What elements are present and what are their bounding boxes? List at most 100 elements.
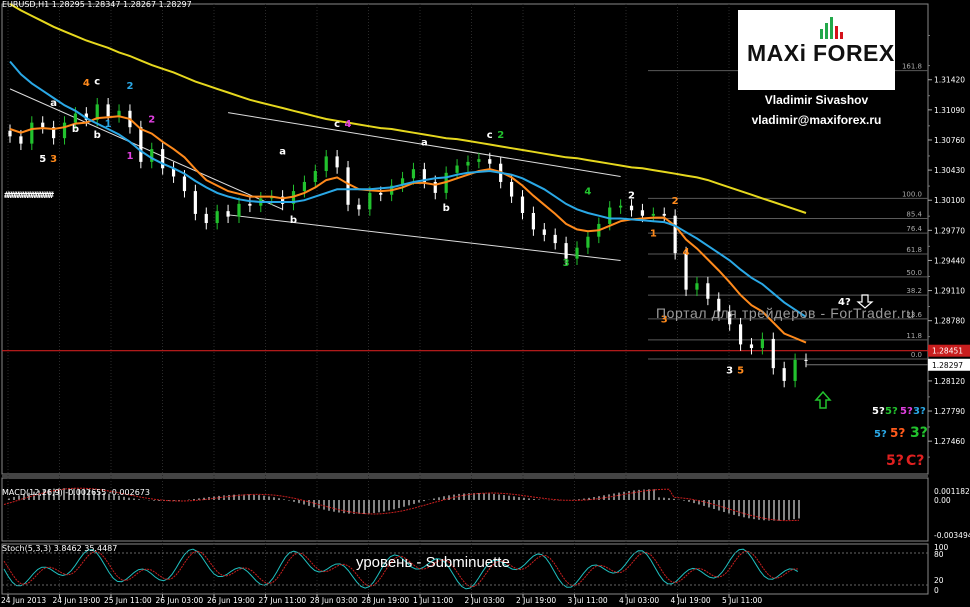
channel-line-upper-2 bbox=[228, 112, 621, 177]
x-tick-label: 25 Jun 11:00 bbox=[104, 596, 152, 605]
y-tick-label: 1.30430 bbox=[934, 166, 965, 175]
candle-body bbox=[335, 156, 339, 168]
y-tick-label: 1.30100 bbox=[934, 196, 965, 205]
wave-label: a bbox=[50, 98, 57, 109]
candle-body bbox=[411, 169, 416, 179]
candle-body bbox=[738, 324, 743, 345]
y-tick-label: 1.31420 bbox=[934, 76, 965, 85]
x-tick-label: 24 Jun 2013 bbox=[1, 596, 46, 605]
candle-body bbox=[400, 178, 405, 186]
candle-body bbox=[531, 212, 535, 230]
candle-body bbox=[695, 283, 699, 290]
down-arrow-icon bbox=[856, 294, 874, 309]
forecast-label: 5? bbox=[885, 406, 898, 417]
x-tick-label: 28 Jun 19:00 bbox=[362, 596, 410, 605]
candle-body bbox=[662, 213, 666, 216]
wave-label: 5 bbox=[39, 154, 46, 165]
macd-axis-bottom: -0.003494 bbox=[934, 531, 970, 540]
wave-label: 4 bbox=[83, 78, 90, 89]
candle-body bbox=[357, 204, 361, 210]
wave-label: c bbox=[334, 119, 340, 130]
y-tick-label: 1.31090 bbox=[934, 106, 965, 115]
x-tick-label: 26 Jun 19:00 bbox=[207, 596, 255, 605]
candle-body bbox=[95, 104, 99, 120]
y-tick-label: 1.27460 bbox=[934, 437, 965, 446]
x-tick-label: 4 Jul 03:00 bbox=[619, 596, 659, 605]
y-tick-label: 1.29770 bbox=[934, 226, 965, 235]
up-arrow-icon bbox=[814, 390, 832, 409]
forecast-label: 4? bbox=[838, 297, 851, 308]
candle-body bbox=[30, 122, 34, 144]
candle-body bbox=[684, 253, 688, 290]
candle-body bbox=[542, 229, 546, 235]
watermark: Портал для трейдеров - ForTrader.ru bbox=[656, 305, 915, 321]
macd-signal-line bbox=[3, 487, 800, 522]
candle-body bbox=[564, 243, 568, 259]
forecast-label: 5? bbox=[872, 406, 885, 417]
candle-body bbox=[8, 130, 12, 137]
brand-forex: FOREX bbox=[813, 40, 895, 66]
wave-label: 2 bbox=[148, 115, 155, 126]
candle-body bbox=[520, 196, 525, 213]
candle-body bbox=[302, 181, 307, 192]
candle-body bbox=[41, 122, 45, 128]
stoch-axis-80: 80 bbox=[934, 550, 944, 559]
candle-body bbox=[717, 298, 721, 312]
candle-body bbox=[422, 169, 426, 182]
candle-body bbox=[139, 127, 143, 162]
candle-body bbox=[161, 149, 165, 169]
fib-level-label: 23.6 bbox=[906, 311, 922, 319]
candle-body bbox=[608, 207, 612, 224]
chart-bars-icon bbox=[820, 15, 846, 39]
stoch-axis-20: 20 bbox=[934, 576, 944, 585]
ma-line-ma-mid bbox=[9, 60, 807, 318]
current-price-marker bbox=[928, 358, 970, 371]
forecast-label: C? bbox=[906, 453, 924, 469]
candle-body bbox=[553, 234, 557, 244]
wave-label: a bbox=[279, 147, 286, 158]
channel-line-upper-1 bbox=[9, 88, 283, 210]
wave-label: 5 bbox=[737, 366, 744, 377]
forecast-label: 5? bbox=[874, 429, 887, 440]
brand-maxi: MAXi bbox=[747, 40, 807, 66]
fib-level-label: 76.4 bbox=[906, 225, 922, 233]
x-tick-label: 26 Jun 03:00 bbox=[156, 596, 204, 605]
author-name: Vladimir Sivashov bbox=[738, 90, 895, 111]
wave-label: 4 bbox=[584, 187, 591, 198]
wave-label: 4 bbox=[345, 119, 352, 130]
candle-body bbox=[771, 338, 775, 369]
author-email[interactable]: vladimir@maxiforex.ru bbox=[738, 111, 895, 130]
forecast-label: 3? bbox=[913, 406, 926, 417]
candle-body bbox=[629, 205, 634, 211]
candle-body bbox=[150, 149, 154, 162]
forecast-label: 5? bbox=[886, 453, 904, 469]
wave-label: 3 bbox=[661, 315, 668, 326]
candle-body bbox=[19, 136, 23, 144]
x-tick-label: 5 Jul 11:00 bbox=[722, 596, 762, 605]
candle-body bbox=[171, 168, 176, 177]
x-tick-label: 28 Jun 03:00 bbox=[310, 596, 358, 605]
candle-body bbox=[466, 161, 470, 166]
candle-body bbox=[248, 203, 252, 206]
fib-level-label: 85.4 bbox=[906, 210, 922, 218]
macd-axis-zero: 0.00 bbox=[934, 496, 951, 505]
candle-body bbox=[73, 113, 78, 123]
candle-body bbox=[379, 192, 383, 195]
x-tick-label: 3 Jul 11:00 bbox=[568, 596, 608, 605]
fib-level-label: 38.2 bbox=[906, 287, 922, 295]
stoch-axis-100: 100 bbox=[934, 543, 949, 552]
candle-body bbox=[477, 159, 481, 162]
candle-body bbox=[793, 359, 797, 381]
candle-body bbox=[640, 210, 645, 216]
candle-body bbox=[488, 159, 492, 164]
red-price-marker bbox=[928, 344, 970, 357]
wave-label: b bbox=[72, 124, 79, 135]
candle-body bbox=[52, 127, 56, 139]
candle-body bbox=[760, 338, 764, 349]
x-tick-label: 4 Jul 19:00 bbox=[671, 596, 711, 605]
candle-body bbox=[749, 344, 754, 349]
wave-label: 3 bbox=[563, 258, 570, 269]
candle-body bbox=[182, 176, 187, 192]
candle-body bbox=[237, 203, 241, 217]
